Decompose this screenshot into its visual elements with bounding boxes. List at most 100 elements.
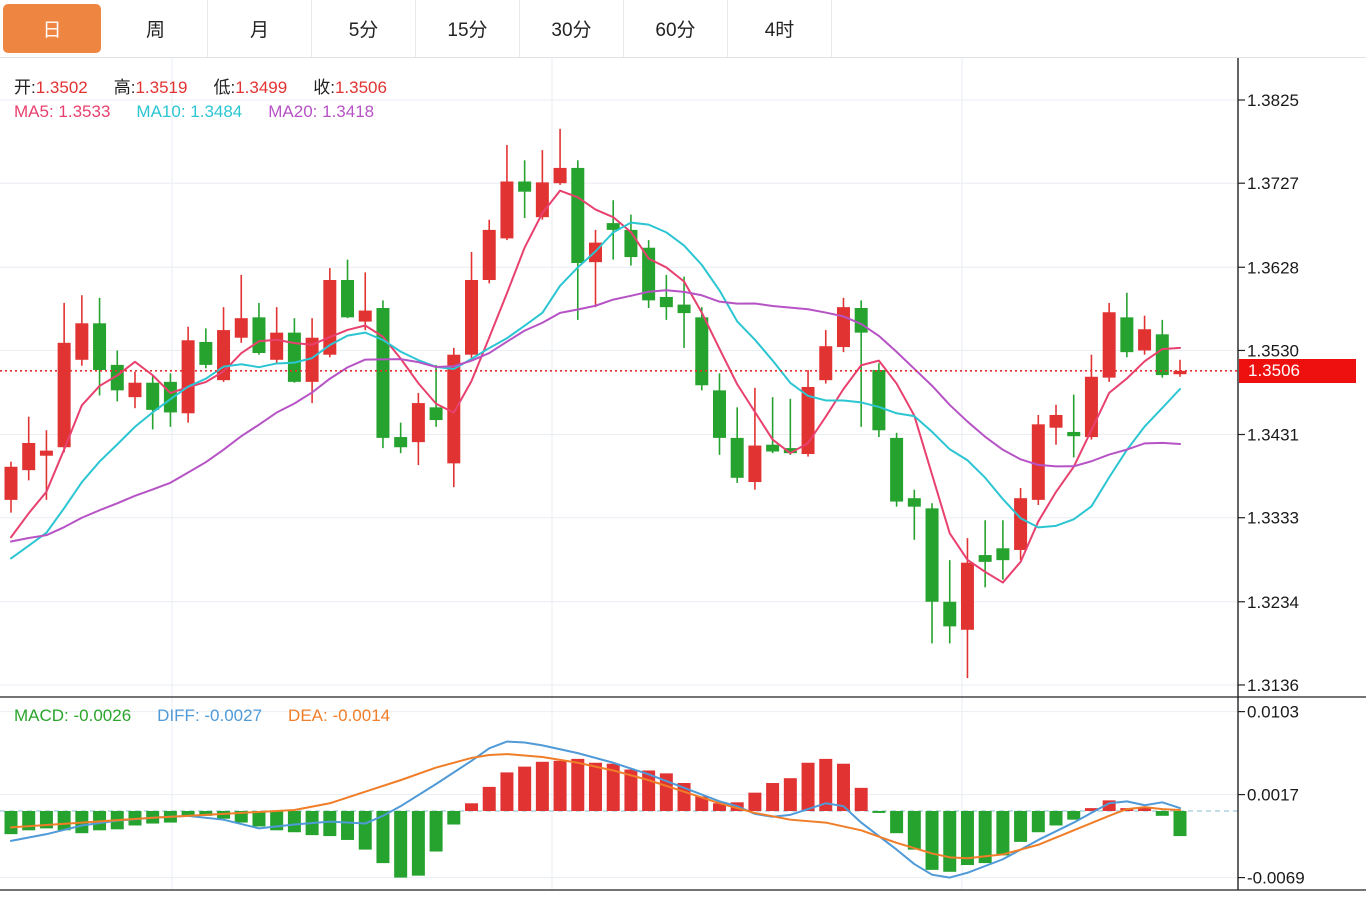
macd-bar	[4, 811, 18, 835]
svg-text:-0.0069: -0.0069	[1247, 869, 1305, 888]
candle	[748, 445, 762, 483]
low-label: 低:	[213, 78, 236, 97]
period-tabbar: 日 周 月 5分 15分 30分 60分 4时	[0, 0, 1366, 58]
candle	[1138, 329, 1152, 351]
macd-bar	[854, 787, 868, 811]
candlestick-layer	[4, 128, 1187, 679]
candle	[854, 308, 868, 333]
candle	[659, 296, 673, 308]
candle	[907, 498, 921, 507]
tab-week[interactable]: 周	[104, 0, 208, 57]
tab-15min[interactable]: 15分	[416, 0, 520, 57]
svg-text:1.3727: 1.3727	[1247, 174, 1299, 193]
high-label: 高:	[113, 78, 136, 97]
close-label: 收:	[313, 78, 335, 97]
candle	[553, 167, 567, 184]
diff-value-legend: DIFF: -0.0027	[157, 706, 263, 725]
candle	[482, 229, 496, 280]
macd-bar	[960, 811, 974, 866]
candle	[606, 223, 620, 230]
tab-15min-label: 15分	[447, 20, 488, 41]
candle	[1173, 370, 1187, 375]
tab-month[interactable]: 月	[208, 0, 312, 57]
candle	[429, 407, 443, 421]
ma20-legend: MA20: 1.3418	[268, 102, 375, 121]
tab-5min-label: 5分	[348, 20, 379, 41]
ma-legend: MA5: 1.3533 MA10: 1.3484 MA20: 1.3418	[14, 102, 400, 122]
macd-bar	[1102, 800, 1116, 811]
candle	[624, 229, 638, 258]
svg-text:1.3431: 1.3431	[1247, 426, 1299, 445]
dea-line	[10, 753, 1181, 860]
tab-30min[interactable]: 30分	[520, 0, 624, 57]
tab-4hour[interactable]: 4时	[728, 0, 832, 57]
axis-labels: 1.3825 1.3727 1.3628 1.3530 1.3431 1.3333 1.32…	[1238, 91, 1305, 888]
macd-bar	[836, 763, 850, 811]
low-value: 1.3499	[235, 78, 288, 97]
macd-bar	[1084, 808, 1098, 811]
macd-bar	[695, 796, 709, 811]
tab-4hour-label: 4时	[764, 20, 795, 41]
candle	[75, 323, 89, 360]
tab-day[interactable]: 日	[0, 0, 104, 57]
svg-text:1.3136: 1.3136	[1247, 676, 1299, 695]
svg-text:0.0103: 0.0103	[1247, 703, 1299, 722]
candle	[712, 390, 726, 438]
macd-bar	[553, 760, 567, 811]
svg-text:0.0017: 0.0017	[1247, 786, 1299, 805]
candle	[411, 403, 425, 443]
candle	[252, 317, 266, 354]
macd-bar	[712, 803, 726, 811]
last-price-badge: 1.3506	[1239, 359, 1356, 383]
macd-bar	[199, 811, 213, 816]
candle	[341, 279, 355, 318]
candle	[996, 548, 1010, 561]
macd-bar	[748, 792, 762, 811]
macd-bar	[1049, 811, 1063, 826]
macd-bar	[1155, 811, 1169, 816]
macd-bar	[925, 811, 939, 870]
candle	[1031, 424, 1045, 500]
ma10-line	[10, 221, 1181, 560]
candle	[93, 323, 107, 370]
candle	[766, 444, 780, 452]
macd-bar	[872, 811, 886, 813]
candle	[943, 601, 957, 627]
tab-5min[interactable]: 5分	[312, 0, 416, 57]
candle	[39, 450, 53, 456]
macd-bar	[624, 769, 638, 811]
close-value: 1.3506	[334, 78, 387, 97]
macd-bar	[500, 772, 514, 811]
tab-30min-label: 30分	[551, 20, 592, 41]
ma5-legend: MA5: 1.3533	[14, 102, 111, 121]
candle	[4, 466, 18, 500]
tab-day-pill: 日	[3, 4, 101, 53]
macd-bar	[181, 811, 195, 817]
candle	[783, 448, 797, 454]
candle	[181, 340, 195, 414]
tab-60min-label: 60分	[655, 20, 696, 41]
candle	[677, 304, 691, 314]
candle	[394, 437, 408, 448]
macd-legend: MACD: -0.0026 DIFF: -0.0027 DEA: -0.0014	[14, 706, 416, 726]
macd-bar	[252, 811, 266, 827]
ma20-line	[10, 289, 1181, 543]
candle	[978, 555, 992, 562]
candle	[22, 442, 36, 471]
candle	[890, 437, 904, 502]
ma5-line	[10, 189, 1181, 584]
candle	[57, 342, 71, 448]
candle	[1014, 498, 1028, 550]
macd-bar	[1014, 811, 1028, 842]
macd-bar	[376, 811, 390, 864]
svg-text:1.3333: 1.3333	[1247, 509, 1299, 528]
macd-bar	[907, 811, 921, 850]
candle	[128, 382, 142, 398]
macd-bar	[447, 811, 461, 825]
tab-month-label: 月	[249, 20, 269, 41]
tab-60min[interactable]: 60分	[624, 0, 728, 57]
macd-value-legend: MACD: -0.0026	[14, 706, 132, 725]
ma10-legend: MA10: 1.3484	[136, 102, 243, 121]
